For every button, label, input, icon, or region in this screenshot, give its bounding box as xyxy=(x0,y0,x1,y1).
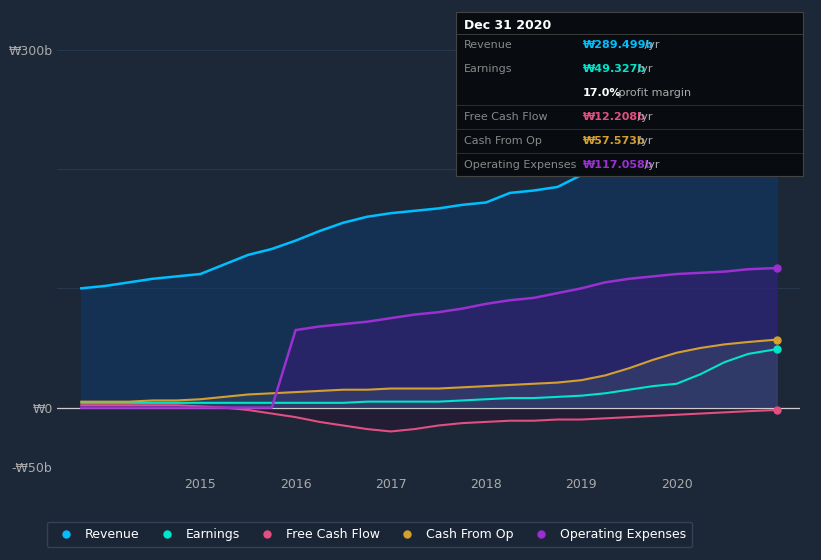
Text: ₩57.573b: ₩57.573b xyxy=(583,136,645,146)
Text: /yr: /yr xyxy=(640,160,659,170)
Text: /yr: /yr xyxy=(640,40,659,50)
Text: Earnings: Earnings xyxy=(464,64,512,74)
Text: Operating Expenses: Operating Expenses xyxy=(464,160,576,170)
Text: Cash From Op: Cash From Op xyxy=(464,136,542,146)
Text: Dec 31 2020: Dec 31 2020 xyxy=(464,19,551,32)
Text: Revenue: Revenue xyxy=(464,40,512,50)
Text: 17.0%: 17.0% xyxy=(583,88,621,98)
Text: /yr: /yr xyxy=(634,112,653,122)
Text: ₩289.499b: ₩289.499b xyxy=(583,40,654,50)
Text: profit margin: profit margin xyxy=(615,88,691,98)
Text: ₩117.058b: ₩117.058b xyxy=(583,160,654,170)
Text: ₩49.327b: ₩49.327b xyxy=(583,64,646,74)
Text: Free Cash Flow: Free Cash Flow xyxy=(464,112,548,122)
Legend: Revenue, Earnings, Free Cash Flow, Cash From Op, Operating Expenses: Revenue, Earnings, Free Cash Flow, Cash … xyxy=(47,522,692,547)
Text: /yr: /yr xyxy=(634,64,653,74)
Text: ₩12.208b: ₩12.208b xyxy=(583,112,646,122)
Text: /yr: /yr xyxy=(634,136,653,146)
